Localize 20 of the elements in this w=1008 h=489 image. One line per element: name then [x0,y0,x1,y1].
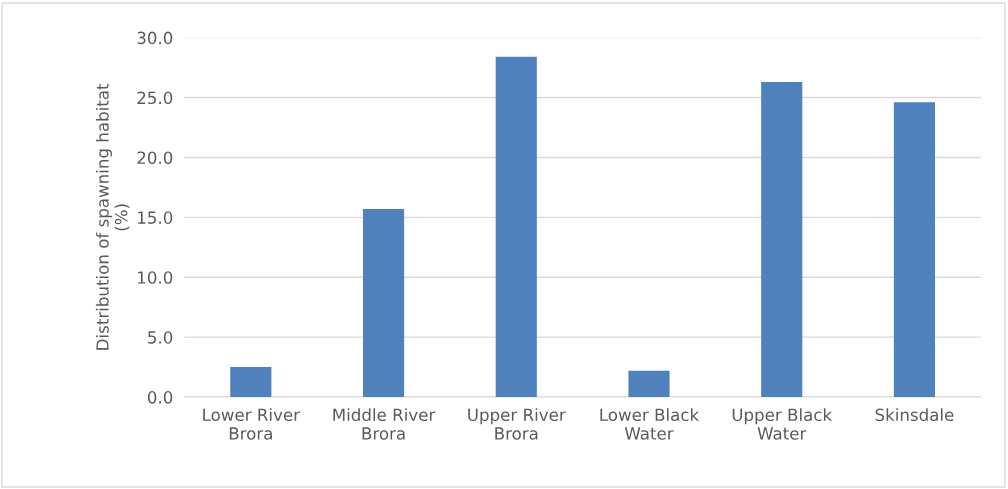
y-tick-label: 15.0 [138,211,173,224]
x-tick-label: Upper Black Water [732,408,833,440]
bar [230,367,272,398]
y-tick-label: 30.0 [137,31,173,45]
bar [761,81,803,398]
y-tick-label: 0.0 [147,391,173,404]
bar [362,208,405,398]
x-tick-label: Upper River Brora [468,408,566,440]
y-tick-label: 25.0 [137,91,173,105]
x-tick-label: Lower River Brora [203,408,301,440]
x-tick-label: Lower Black Water [600,408,700,440]
bar [495,56,537,398]
bar [893,102,935,398]
x-tick-label: Middle River Brora [333,408,436,440]
y-axis-title: Distribution of spawning habitat (%) [95,83,130,350]
y-tick-label: 10.0 [138,271,173,284]
bar [628,370,670,398]
y-tick-label: 5.0 [148,331,173,344]
y-tick-label: 20.0 [137,151,173,165]
x-tick-label: Skinsdale [875,408,954,422]
